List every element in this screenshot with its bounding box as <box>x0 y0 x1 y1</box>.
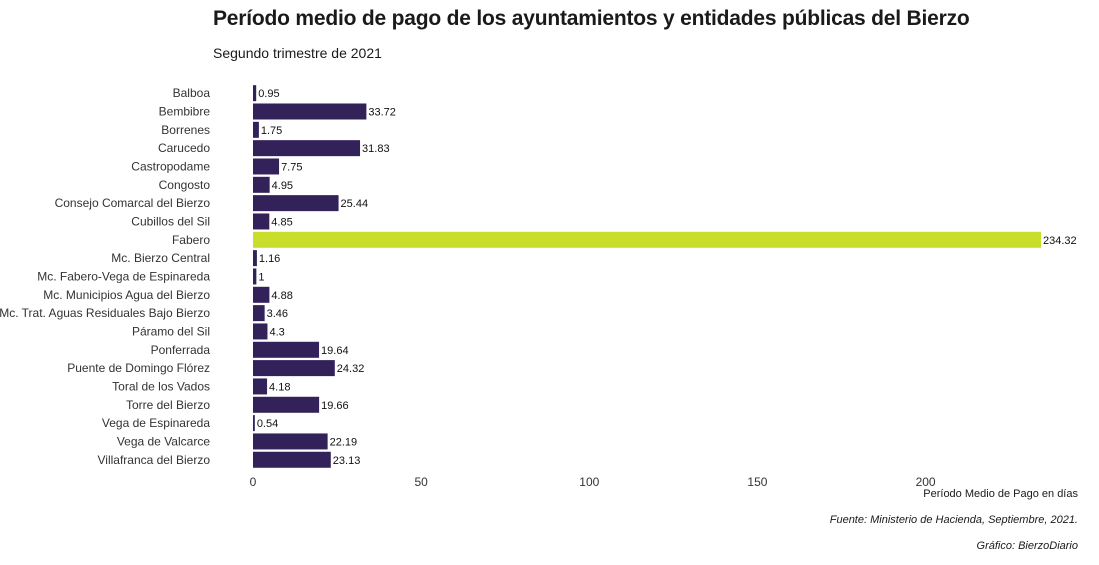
bar <box>253 213 270 230</box>
x-axis-title: Período Medio de Pago en días <box>923 488 1078 500</box>
data-label: 23.13 <box>333 455 361 467</box>
bar <box>253 433 328 450</box>
chart-subtitle: Segundo trimestre de 2021 <box>213 45 382 61</box>
chart-title: Período medio de pago de los ayuntamient… <box>213 7 970 30</box>
data-label: 22.19 <box>330 436 358 448</box>
data-label: 4.3 <box>269 326 284 338</box>
category-label: Vega de Valcarce <box>117 434 211 448</box>
category-label: Mc. Fabero-Vega de Espinareda <box>37 269 210 283</box>
category-label: Bembibre <box>159 104 211 118</box>
x-tick-label: 50 <box>414 475 428 489</box>
data-label: 4.18 <box>269 381 290 393</box>
category-label: Cubillos del Sil <box>131 214 210 228</box>
category-label: Consejo Comarcal del Bierzo <box>55 196 211 210</box>
bar <box>253 231 1041 248</box>
bar <box>253 360 335 377</box>
bar <box>253 103 367 120</box>
category-label: Mc. Bierzo Central <box>111 251 210 265</box>
data-label: 33.72 <box>368 106 396 118</box>
bar <box>253 176 270 193</box>
bar <box>253 396 320 413</box>
bar <box>253 378 268 395</box>
data-label: 4.95 <box>272 180 293 192</box>
category-label: Mc. Trat. Aguas Residuales Bajo Bierzo <box>0 306 210 320</box>
bar <box>253 250 257 267</box>
credit-caption: Gráfico: BierzoDiario <box>976 540 1078 552</box>
category-label: Puente de Domingo Flórez <box>67 361 210 375</box>
bar <box>253 268 257 285</box>
data-label: 7.75 <box>281 161 302 173</box>
data-label: 31.83 <box>362 143 390 155</box>
data-label: 4.85 <box>271 216 292 228</box>
x-tick-label: 100 <box>579 475 599 489</box>
bar <box>253 121 259 138</box>
category-label: Vega de Espinareda <box>102 416 210 430</box>
category-label: Fabero <box>172 233 210 247</box>
data-label: 4.88 <box>271 290 292 302</box>
bar <box>253 195 339 212</box>
category-label: Torre del Bierzo <box>126 398 210 412</box>
category-label: Congosto <box>159 178 211 192</box>
bar <box>253 286 270 303</box>
x-tick-label: 150 <box>747 475 767 489</box>
x-tick-label: 200 <box>916 475 936 489</box>
category-label: Páramo del Sil <box>132 324 210 338</box>
bar <box>253 415 255 432</box>
bar <box>253 323 268 340</box>
data-label: 0.54 <box>257 418 278 430</box>
category-label: Villafranca del Bierzo <box>97 453 210 467</box>
data-label: 1.75 <box>261 125 282 137</box>
data-label: 1.16 <box>259 253 280 265</box>
bar <box>253 85 257 102</box>
category-label: Balboa <box>173 86 211 100</box>
data-label: 19.64 <box>321 345 349 357</box>
bar <box>253 158 280 175</box>
x-tick-label: 0 <box>250 475 257 489</box>
data-label: 25.44 <box>341 198 369 210</box>
bar <box>253 451 331 468</box>
data-label: 234.32 <box>1043 235 1077 247</box>
category-label: Carucedo <box>158 141 210 155</box>
data-label: 1 <box>258 271 264 283</box>
category-label: Castropodame <box>131 159 210 173</box>
source-caption: Fuente: Ministerio de Hacienda, Septiemb… <box>829 514 1078 526</box>
bar <box>253 140 361 157</box>
category-label: Ponferrada <box>151 343 211 357</box>
bar <box>253 305 265 322</box>
data-label: 24.32 <box>337 363 365 375</box>
category-label: Toral de los Vados <box>112 379 210 393</box>
data-label: 0.95 <box>258 88 279 100</box>
data-label: 19.66 <box>321 400 349 412</box>
data-label: 3.46 <box>267 308 288 320</box>
category-label: Mc. Municipios Agua del Bierzo <box>43 288 210 302</box>
bar <box>253 341 320 358</box>
category-label: Borrenes <box>161 123 210 137</box>
